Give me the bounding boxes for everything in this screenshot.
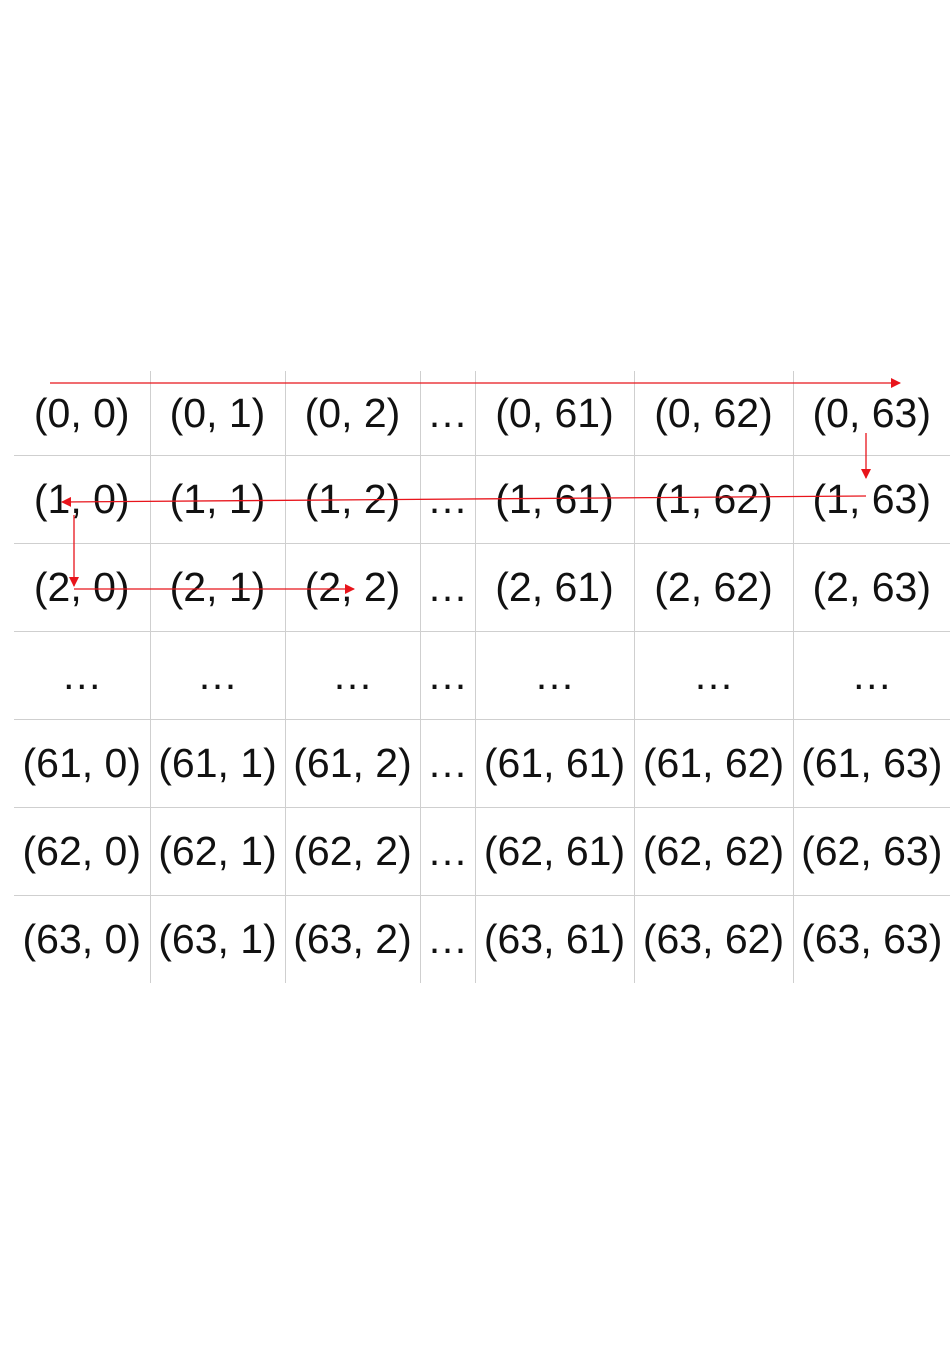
grid-cell: (2, 62) xyxy=(633,543,793,632)
grid-cell: (62, 63) xyxy=(792,807,950,896)
grid-cell: … xyxy=(419,631,475,720)
grid-row: (61, 0) (61, 1) (61, 2)… (61, 61) (61, 62) (6… xyxy=(14,719,950,808)
grid-cell: (0, 61) xyxy=(474,371,634,456)
grid-cell: (1, 63) xyxy=(792,455,950,544)
grid-cell: … xyxy=(419,543,475,632)
grid-cell: (1, 62) xyxy=(633,455,793,544)
grid-cell: (61, 0) xyxy=(14,719,150,808)
grid-cell: (62, 61) xyxy=(474,807,634,896)
grid-cell: (0, 62) xyxy=(633,371,793,456)
grid-cell: (61, 2) xyxy=(284,719,420,808)
grid-cell: … xyxy=(149,631,285,720)
grid-cell: (61, 1) xyxy=(149,719,285,808)
grid-cell: (63, 0) xyxy=(14,895,150,983)
grid-cell: … xyxy=(284,631,420,720)
grid-row: ………………… xyxy=(14,631,950,720)
grid-cell: (0, 0) xyxy=(33,389,130,436)
grid-cell: (0, 1) xyxy=(149,371,285,456)
grid-cell: (63, 63) xyxy=(792,895,950,983)
grid-row: (2, 0) (2, 1) (2, 2)… (2, 61) (2, 62) (2, 63) xyxy=(14,543,950,632)
grid-cell: (63, 2) xyxy=(284,895,420,983)
grid-cell: (62, 62) xyxy=(633,807,793,896)
grid-cell: (62, 1) xyxy=(149,807,285,896)
grid-cell: (62, 2) xyxy=(284,807,420,896)
grid-row: (1, 0) (1, 1) (1, 2)… (1, 61) (1, 62) (1, 63) xyxy=(14,455,950,544)
grid-cell: (61, 63) xyxy=(792,719,950,808)
grid-cell: (1, 2) xyxy=(284,455,420,544)
grid-cell: … xyxy=(419,455,475,544)
grid-cell: … xyxy=(419,807,475,896)
grid-cell: (63, 62) xyxy=(633,895,793,983)
grid-cell: … xyxy=(419,371,475,456)
grid-cell: (1, 1) xyxy=(149,455,285,544)
grid-cell: … xyxy=(633,631,793,720)
grid-cell: (0, 2) xyxy=(284,371,420,456)
grid-cell: (63, 1) xyxy=(149,895,285,983)
coordinate-grid: (0, 0) (0, 1) (0, 2)… (0, 61) (0, 62) (0, 63)… xyxy=(14,371,950,983)
grid-row: (62, 0) (62, 1) (62, 2)… (62, 61) (62, 62) (6… xyxy=(14,807,950,896)
grid-cell: (62, 0) xyxy=(14,807,150,896)
grid-cell: (63, 61) xyxy=(474,895,634,983)
grid-cell: … xyxy=(474,631,634,720)
grid-cell: … xyxy=(419,895,475,983)
grid-row: (0, 0) (0, 1) (0, 2)… (0, 61) (0, 62) (0, 63) xyxy=(14,371,950,456)
grid-cell: … xyxy=(419,719,475,808)
grid-row: (63, 0) (63, 1) (63, 2)… (63, 61) (63, 62) (6… xyxy=(14,895,950,983)
grid-cell: (61, 62) xyxy=(633,719,793,808)
grid-cell: (2, 0) xyxy=(14,543,150,632)
grid-cell: (0, 63) xyxy=(792,371,950,456)
grid-cell: (2, 2) xyxy=(284,543,420,632)
grid-cell: (2, 61) xyxy=(474,543,634,632)
grid-cell: (1, 61) xyxy=(474,455,634,544)
grid-cell: (2, 63) xyxy=(792,543,950,632)
grid-cell: (61, 61) xyxy=(474,719,634,808)
grid-cell: … xyxy=(792,631,950,720)
grid-cell: (1, 0) xyxy=(14,455,150,544)
grid-cell: … xyxy=(14,631,150,720)
grid-cell: (2, 1) xyxy=(149,543,285,632)
